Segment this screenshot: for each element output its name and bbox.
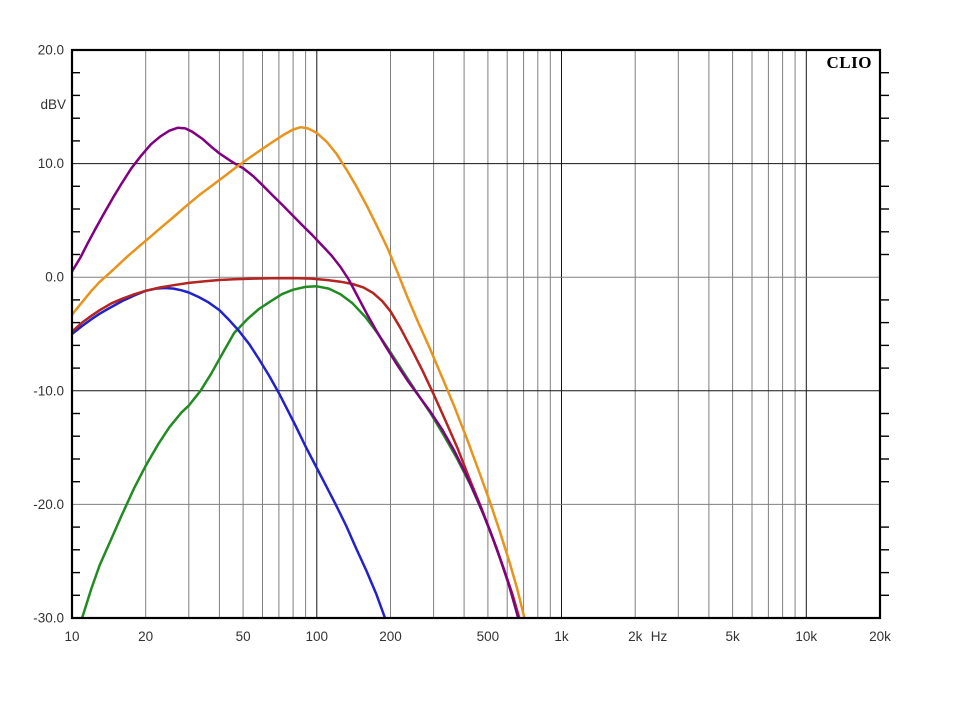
y-axis-unit-label: dBV	[40, 97, 66, 112]
curve-layer	[71, 125, 526, 619]
y-tick-label: 20.0	[38, 43, 64, 58]
curve-purple-highpass	[71, 126, 520, 619]
x-tick-label: 2k	[628, 629, 643, 644]
x-tick-label: 20	[138, 629, 153, 644]
clio-logo: CLIO	[827, 53, 872, 72]
curve-blue-lowpass	[71, 286, 387, 619]
axis-labels: 20.0 10.0 0.0 -10.0 -20.0 -30.010 20 50 100 200 50…	[33, 43, 891, 645]
x-tick-label: 100	[306, 629, 329, 644]
curve-orange-bandpass	[71, 125, 526, 619]
x-tick-label: 10	[64, 629, 79, 644]
x-tick-label: 50	[236, 629, 251, 644]
y-tick-label: 0.0	[45, 270, 64, 285]
y-tick-label: -30.0	[33, 611, 64, 626]
x-tick-label: 200	[379, 629, 402, 644]
x-tick-label: 20k	[869, 629, 891, 644]
y-tick-label: -20.0	[33, 497, 64, 512]
plot-border	[70, 48, 882, 620]
y-tick-label: -10.0	[33, 383, 64, 398]
grid-layer	[72, 50, 889, 618]
x-tick-label: 1k	[554, 629, 569, 644]
curve-green-bandpass	[80, 285, 520, 619]
x-axis-unit-label: Hz	[651, 629, 668, 644]
x-tick-label: 10k	[795, 629, 817, 644]
x-tick-label: 5k	[725, 629, 740, 644]
plot-frame	[70, 48, 882, 620]
curve-red-total	[71, 276, 521, 619]
y-tick-label: 10.0	[38, 156, 64, 171]
x-tick-label: 500	[477, 629, 500, 644]
